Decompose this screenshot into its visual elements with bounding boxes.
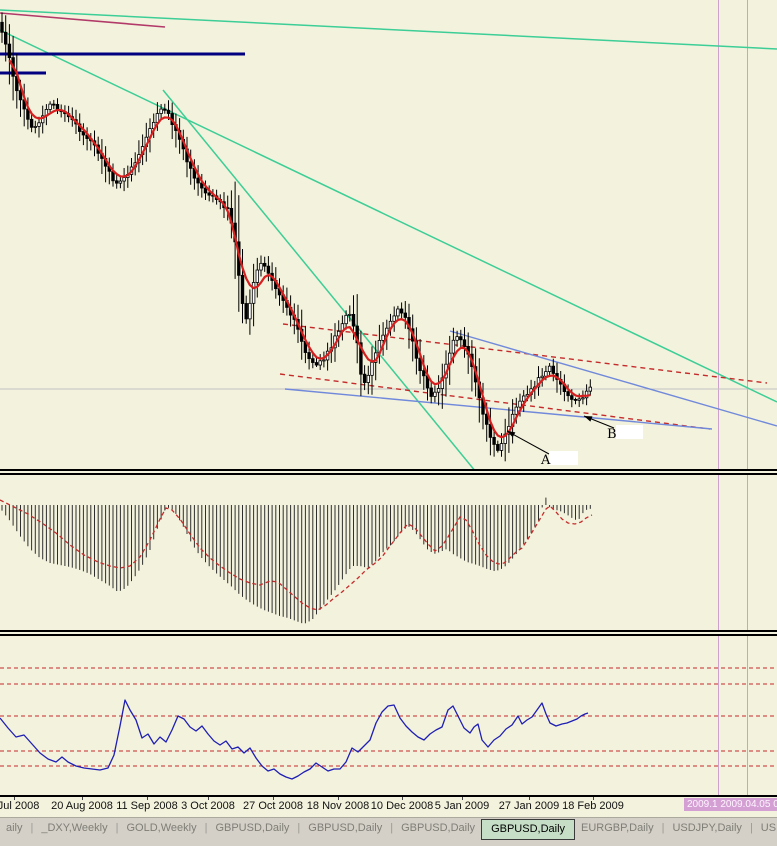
macd-signal-line <box>0 499 593 611</box>
annotation-box[interactable] <box>549 451 578 465</box>
macd-histogram-panel[interactable] <box>0 475 777 630</box>
axis-tick <box>593 797 594 800</box>
oscillator-panel[interactable] <box>0 636 777 795</box>
date-label: 9 Jul 2008 <box>0 800 40 812</box>
tab-usdca[interactable]: USDCA <box>760 822 777 834</box>
tab-eurgbp-daily[interactable]: EURGBP,Daily <box>581 822 654 834</box>
tab--dxy-weekly[interactable]: _DXY,Weekly <box>41 822 108 834</box>
date-label: 27 Oct 2008 <box>243 800 303 812</box>
chart-tab-bar: aily | _DXY,Weekly | GOLD,Weekly | GBPUSD,Dail… <box>0 817 777 846</box>
axis-tick <box>147 797 148 800</box>
vertical-period-line <box>747 0 748 795</box>
moving-average-line <box>8 59 591 439</box>
tab-separator: | <box>390 822 394 834</box>
panel-separator[interactable] <box>0 469 777 475</box>
oscillator-line <box>0 699 589 780</box>
tab-separator: | <box>749 822 753 834</box>
date-label: 18 Feb 2009 <box>562 800 624 812</box>
tab-gbpusd-daily[interactable]: GBPUSD,Daily <box>215 822 290 834</box>
annotations[interactable]: AB <box>506 415 643 468</box>
trend-lines[interactable] <box>0 9 777 469</box>
date-label: 10 Dec 2008 <box>370 800 434 812</box>
main-price-chart[interactable]: AB <box>0 0 777 469</box>
candlesticks <box>0 12 592 462</box>
axis-tick <box>208 797 209 800</box>
tab-separator: | <box>297 822 301 834</box>
axis-tick <box>14 797 15 800</box>
axis-tick <box>338 797 339 800</box>
annotation-label[interactable]: A <box>540 453 551 468</box>
crosshair-timestamp: 2009.1 2009.04.05 00:0 <box>684 798 777 811</box>
vertical-period-line <box>718 0 719 795</box>
arrowhead <box>507 431 516 438</box>
axis-tick <box>82 797 83 800</box>
date-label: 5 Jan 2009 <box>434 800 490 812</box>
panel-separator[interactable] <box>0 630 777 636</box>
annotation-box[interactable] <box>616 425 643 439</box>
axis-tick <box>529 797 530 800</box>
axis-tick <box>462 797 463 800</box>
tab-separator: | <box>30 822 34 834</box>
tab-gbpusd-daily[interactable]: GBPUSD,Daily <box>308 822 383 834</box>
date-label: 27 Jan 2009 <box>498 800 560 812</box>
date-label: 3 Oct 2008 <box>181 800 235 812</box>
tab-separator: | <box>661 822 665 834</box>
arrowhead <box>584 416 593 422</box>
tab-usdjpy-daily[interactable]: USDJPY,Daily <box>672 822 742 834</box>
tab-gold-weekly[interactable]: GOLD,Weekly <box>126 822 197 834</box>
date-label: 11 Sep 2008 <box>116 800 178 812</box>
time-axis: 2009.1 2009.04.05 00:0 9 Jul 2008 20 Aug … <box>0 797 777 817</box>
date-label: 18 Nov 2008 <box>306 800 370 812</box>
chart-bottom-border <box>0 795 777 797</box>
axis-tick <box>273 797 274 800</box>
macd-histogram-bars <box>1 497 591 624</box>
tab-gbpusd-daily[interactable]: GBPUSD,Daily <box>401 822 476 834</box>
tab-separator: | <box>115 822 119 834</box>
tab-aily[interactable]: aily <box>6 822 23 834</box>
annotation-label[interactable]: B <box>607 427 617 442</box>
tab-gbpusd-daily[interactable]: GBPUSD,Daily <box>481 819 576 840</box>
axis-tick <box>402 797 403 800</box>
date-label: 20 Aug 2008 <box>51 800 113 812</box>
tab-separator: | <box>204 822 208 834</box>
